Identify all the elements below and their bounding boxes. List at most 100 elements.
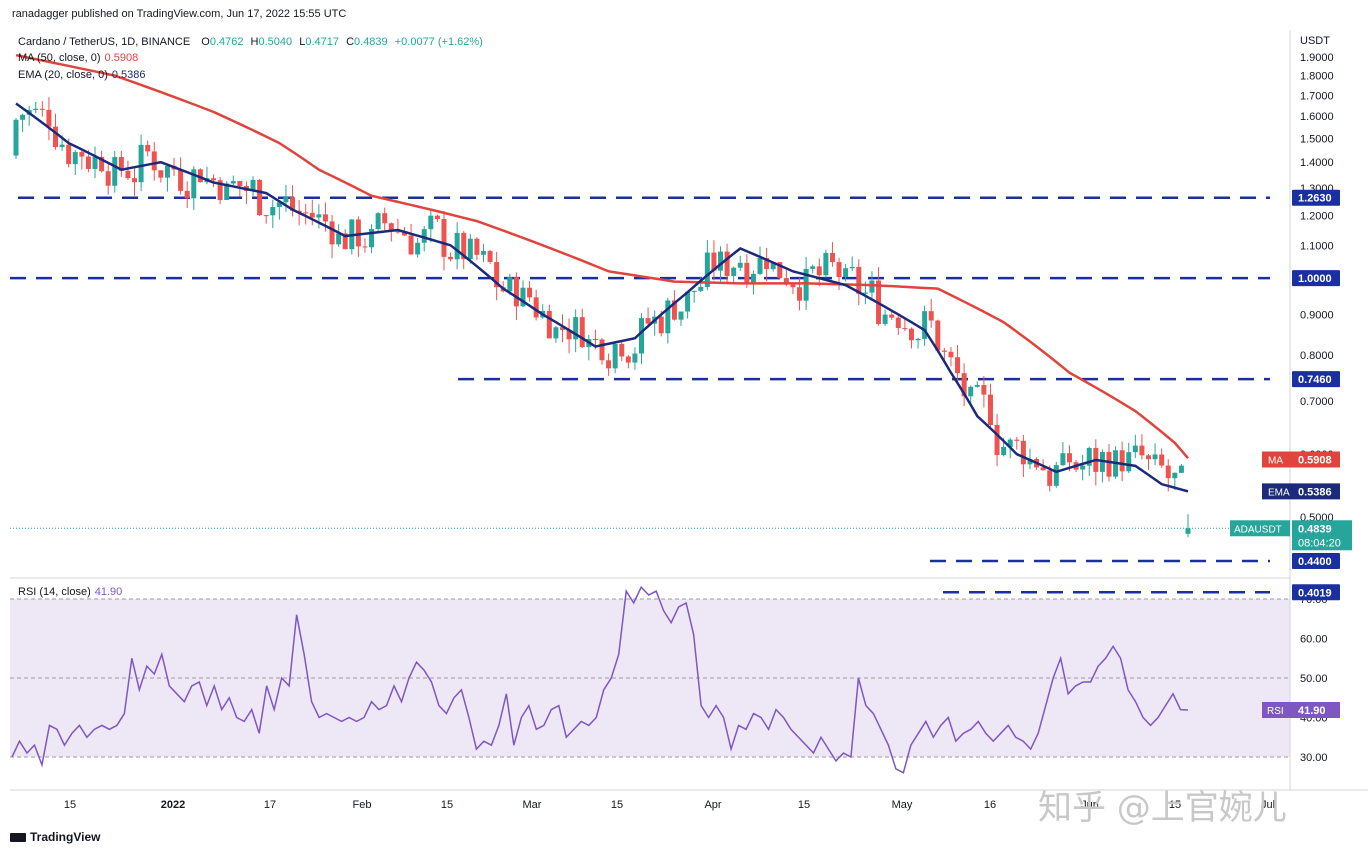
candle-body	[46, 109, 52, 127]
candle-body	[711, 252, 717, 271]
time-tick-label: 16	[984, 799, 996, 811]
candle-body	[685, 291, 691, 312]
candle-body	[382, 213, 388, 224]
candle-body	[125, 170, 131, 179]
candle-body	[764, 258, 770, 270]
ema-legend[interactable]: EMA (20, close, 0) 0.5386	[18, 69, 146, 81]
candle-body	[448, 256, 454, 260]
candle-body	[467, 238, 473, 260]
candle-body	[191, 169, 197, 199]
candle-body	[810, 266, 816, 269]
time-tick-label: 2022	[161, 799, 185, 811]
candle-body	[599, 339, 605, 361]
candle-body	[487, 251, 493, 263]
candle-body	[553, 327, 559, 339]
candle-body	[704, 252, 710, 287]
time-tick-label: 15	[798, 799, 810, 811]
rsi-value-badge-text: 41.90	[1298, 705, 1326, 717]
price-tick-label: 0.9000	[1300, 309, 1334, 321]
candle-body	[342, 233, 348, 250]
time-tick-label: Apr	[704, 799, 721, 811]
candle-body	[355, 219, 361, 247]
symbol-tag-text: ADAUSDT	[1234, 524, 1282, 535]
ma-label: MA (50, close, 0)	[18, 52, 101, 64]
candle-body	[1132, 445, 1138, 453]
candle-body	[369, 229, 375, 248]
candle-body	[1185, 528, 1191, 534]
currency-label: USDT	[1300, 35, 1330, 47]
candle-body	[527, 287, 533, 298]
candle-body	[592, 339, 598, 341]
candle-body	[276, 202, 282, 208]
candle-body	[797, 287, 803, 301]
level-badge	[1292, 371, 1340, 388]
candle-body	[981, 384, 987, 395]
candle-body	[329, 221, 335, 245]
time-tick-label: 15	[611, 799, 623, 811]
candle-body	[1145, 455, 1151, 460]
candle-body	[889, 314, 895, 318]
candle-body	[816, 266, 822, 276]
candle-body	[941, 350, 947, 352]
ema-line	[15, 102, 1189, 493]
candle-body	[197, 169, 203, 183]
ma-legend[interactable]: MA (50, close, 0) 0.5908	[18, 52, 138, 64]
ema-tag-badge	[1262, 483, 1292, 500]
candle-body	[395, 231, 401, 233]
level-badge-text: 0.4019	[1298, 587, 1332, 599]
candle-body	[283, 197, 289, 203]
candle-body	[520, 287, 526, 307]
candle-body	[922, 311, 928, 339]
rsi-tick-label: 30.00	[1300, 752, 1328, 764]
rsi-value: 41.90	[94, 586, 123, 598]
candle-body	[1126, 452, 1132, 472]
ma-value: 0.5908	[104, 52, 139, 64]
candle-body	[856, 266, 862, 294]
close-value: 0.4839	[354, 36, 388, 48]
candle-body	[750, 273, 756, 285]
ema-price-badge	[1292, 483, 1340, 500]
candle-body	[428, 215, 434, 230]
price-tick-label: 1.5000	[1300, 133, 1334, 145]
candle-body	[480, 251, 486, 255]
rsi-legend[interactable]: RSI (14, close) 41.90	[18, 586, 122, 598]
time-tick-label: Jun	[1081, 799, 1099, 811]
candle-body	[1139, 445, 1145, 456]
ma-tag-text: MA	[1268, 456, 1283, 467]
ohlc-legend: Cardano / TetherUS, 1D, BINANCE O0.4762 …	[18, 36, 483, 48]
candle-body	[559, 327, 565, 330]
candle-body	[908, 328, 914, 341]
level-badge-text: 0.4400	[1298, 556, 1332, 568]
tradingview-logo[interactable]: TradingView	[10, 830, 100, 844]
candle-body	[290, 197, 296, 211]
symbol-tag-badge	[1230, 520, 1290, 537]
rsi-pane	[10, 585, 1290, 774]
level-badge-text: 0.7460	[1298, 374, 1332, 386]
candle-body	[1106, 451, 1112, 477]
candle-body	[573, 317, 579, 340]
symbol-title[interactable]: Cardano / TetherUS, 1D, BINANCE	[18, 36, 191, 48]
candle-body	[533, 297, 539, 318]
candle-body	[1060, 453, 1066, 466]
candle-body	[731, 267, 737, 276]
candle-body	[178, 169, 184, 191]
candle-body	[13, 119, 19, 156]
tradingview-logo-icon	[10, 833, 26, 843]
candle-body	[1159, 454, 1165, 466]
candle-body	[790, 284, 796, 288]
price-tick-label: 1.7000	[1300, 90, 1334, 102]
time-tick-label: 15	[1169, 799, 1181, 811]
candle-body	[882, 314, 888, 324]
time-tick-label: Jul	[1261, 799, 1275, 811]
candle-body	[53, 126, 59, 147]
ema-tag-text: EMA	[1268, 487, 1290, 498]
candle-body	[625, 356, 631, 363]
candle-body	[691, 290, 697, 292]
open-label: O	[201, 36, 210, 48]
candle-body	[1178, 465, 1184, 473]
candle-body	[454, 232, 460, 260]
rsi-tag-text: RSI	[1267, 706, 1284, 717]
candle-body	[895, 317, 901, 329]
candle-body	[322, 214, 328, 222]
